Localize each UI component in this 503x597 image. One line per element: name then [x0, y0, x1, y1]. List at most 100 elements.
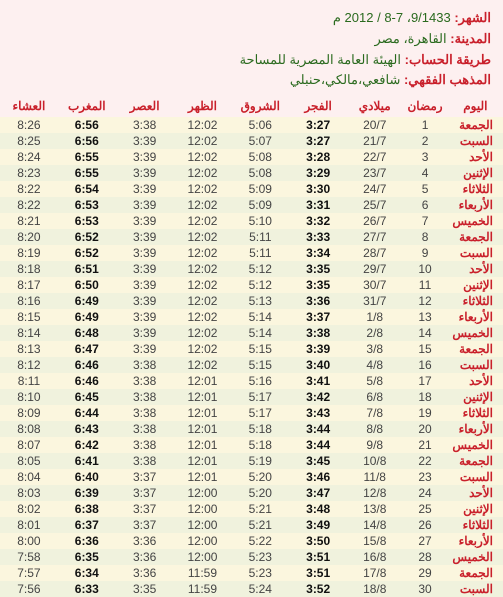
cell: 6 — [402, 197, 447, 213]
cell: 5:22 — [231, 533, 289, 549]
cell: 5:12 — [231, 261, 289, 277]
cell: 21 — [402, 437, 447, 453]
method-value: الهيئة العامة المصرية للمساحة — [240, 52, 401, 67]
column-header: العشاء — [0, 95, 58, 117]
cell: 8:16 — [0, 293, 58, 309]
cell: 7:57 — [0, 565, 58, 581]
cell: 3:38 — [116, 373, 174, 389]
day-cell: السبت — [448, 469, 503, 485]
table-row: الثلاثاء524/73:305:0912:023:396:548:22 — [0, 181, 503, 197]
table-row: الخميس2816/83:515:2312:003:366:357:58 — [0, 549, 503, 565]
day-cell: الجمعة — [448, 341, 503, 357]
cell: 6:52 — [58, 229, 116, 245]
cell: 3:27 — [289, 133, 347, 149]
cell: 6:54 — [58, 181, 116, 197]
cell: 3:38 — [116, 389, 174, 405]
cell: 8:11 — [0, 373, 58, 389]
cell: 3:44 — [289, 437, 347, 453]
cell: 2/8 — [347, 325, 402, 341]
cell: 5/8 — [347, 373, 402, 389]
day-cell: الإثنين — [448, 277, 503, 293]
day-cell: الأحد — [448, 373, 503, 389]
cell: 6:44 — [58, 405, 116, 421]
cell: 9/8 — [347, 437, 402, 453]
cell: 12:02 — [174, 165, 232, 181]
cell: 23 — [402, 469, 447, 485]
table-row: السبت3018/83:525:2411:593:356:337:56 — [0, 581, 503, 597]
cell: 8:09 — [0, 405, 58, 421]
cell: 3:38 — [116, 117, 174, 133]
cell: 25/7 — [347, 197, 402, 213]
cell: 5:07 — [231, 133, 289, 149]
cell: 17 — [402, 373, 447, 389]
cell: 5:06 — [231, 117, 289, 133]
day-cell: الإثنين — [448, 165, 503, 181]
cell: 12:02 — [174, 197, 232, 213]
column-header: ميلادي — [347, 95, 402, 117]
cell: 5:15 — [231, 357, 289, 373]
cell: 12/8 — [347, 485, 402, 501]
cell: 5:19 — [231, 453, 289, 469]
day-cell: الأربعاء — [448, 533, 503, 549]
cell: 6:40 — [58, 469, 116, 485]
cell: 20/7 — [347, 117, 402, 133]
cell: 5:21 — [231, 517, 289, 533]
cell: 5:09 — [231, 197, 289, 213]
day-cell: الأربعاء — [448, 309, 503, 325]
cell: 12:02 — [174, 229, 232, 245]
cell: 1 — [402, 117, 447, 133]
column-header: الفجر — [289, 95, 347, 117]
cell: 8:05 — [0, 453, 58, 469]
day-cell: الثلاثاء — [448, 293, 503, 309]
cell: 26/7 — [347, 213, 402, 229]
table-row: الثلاثاء2614/83:495:2112:003:376:378:01 — [0, 517, 503, 533]
cell: 29 — [402, 565, 447, 581]
cell: 15 — [402, 341, 447, 357]
table-row: الأربعاء625/73:315:0912:023:396:538:22 — [0, 197, 503, 213]
cell: 3:39 — [116, 197, 174, 213]
day-cell: السبت — [448, 245, 503, 261]
cell: 27/7 — [347, 229, 402, 245]
table-row: الإثنين2513/83:485:2112:003:376:388:02 — [0, 501, 503, 517]
cell: 3:28 — [289, 149, 347, 165]
cell: 5 — [402, 181, 447, 197]
cell: 8:04 — [0, 469, 58, 485]
day-cell: الأربعاء — [448, 421, 503, 437]
cell: 8:14 — [0, 325, 58, 341]
cell: 3:38 — [116, 357, 174, 373]
cell: 6:33 — [58, 581, 116, 597]
cell: 12:00 — [174, 533, 232, 549]
cell: 11:59 — [174, 565, 232, 581]
cell: 30 — [402, 581, 447, 597]
city-label: المدينة: — [450, 31, 491, 46]
cell: 5:11 — [231, 245, 289, 261]
cell: 3:30 — [289, 181, 347, 197]
day-cell: الجمعة — [448, 453, 503, 469]
table-row: الأحد1029/73:355:1212:023:396:518:18 — [0, 261, 503, 277]
day-cell: الخميس — [448, 213, 503, 229]
cell: 24/7 — [347, 181, 402, 197]
cell: 11:59 — [174, 581, 232, 597]
cell: 6:39 — [58, 485, 116, 501]
table-row: السبت164/83:405:1512:023:386:468:12 — [0, 357, 503, 373]
cell: 11 — [402, 277, 447, 293]
cell: 12:02 — [174, 309, 232, 325]
cell: 3:37 — [289, 309, 347, 325]
day-cell: الثلاثاء — [448, 181, 503, 197]
cell: 6:35 — [58, 549, 116, 565]
cell: 12:01 — [174, 405, 232, 421]
cell: 6:53 — [58, 197, 116, 213]
cell: 12:02 — [174, 181, 232, 197]
day-cell: الخميس — [448, 325, 503, 341]
cell: 6:52 — [58, 245, 116, 261]
cell: 3:51 — [289, 565, 347, 581]
table-row: الثلاثاء197/83:435:1712:013:386:448:09 — [0, 405, 503, 421]
cell: 8:01 — [0, 517, 58, 533]
table-row: الخميس142/83:385:1412:023:396:488:14 — [0, 325, 503, 341]
cell: 8:21 — [0, 213, 58, 229]
cell: 6:50 — [58, 277, 116, 293]
cell: 3:48 — [289, 501, 347, 517]
cell: 5:14 — [231, 309, 289, 325]
table-row: الأحد322/73:285:0812:023:396:558:24 — [0, 149, 503, 165]
table-row: الإثنين186/83:425:1712:013:386:458:10 — [0, 389, 503, 405]
